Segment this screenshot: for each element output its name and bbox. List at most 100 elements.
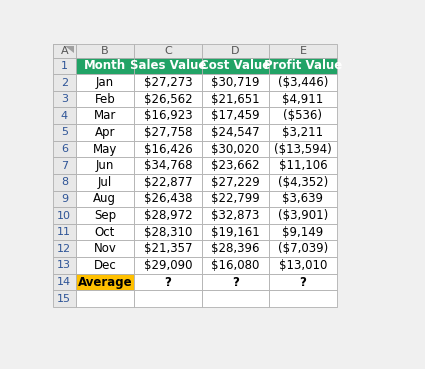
Text: $21,651: $21,651 (211, 93, 260, 106)
Text: Apr: Apr (95, 126, 115, 139)
Text: $28,396: $28,396 (211, 242, 260, 255)
Text: C: C (164, 46, 172, 56)
Text: $27,758: $27,758 (144, 126, 192, 139)
Text: Month: Month (84, 59, 126, 72)
Bar (134, 124, 202, 141)
Bar (76, 58, 134, 74)
Bar (76, 224, 134, 241)
Bar (76, 191, 134, 207)
Text: $29,090: $29,090 (144, 259, 192, 272)
Text: $27,273: $27,273 (144, 76, 192, 89)
Bar (76, 44, 134, 58)
Bar (134, 207, 202, 224)
Bar (53, 174, 76, 191)
Bar (134, 107, 202, 124)
Bar (202, 107, 269, 124)
Bar (134, 91, 202, 107)
Bar (202, 257, 269, 274)
Text: $26,562: $26,562 (144, 93, 192, 106)
Text: $23,662: $23,662 (211, 159, 260, 172)
Bar (53, 290, 76, 307)
Text: Oct: Oct (95, 226, 115, 239)
Text: $3,639: $3,639 (283, 192, 323, 206)
Text: ($536): ($536) (283, 109, 323, 122)
Text: $28,972: $28,972 (144, 209, 192, 222)
Text: Dec: Dec (94, 259, 116, 272)
Bar (76, 257, 134, 274)
Bar (76, 74, 134, 91)
Text: ($13,594): ($13,594) (274, 142, 332, 156)
Text: Jan: Jan (96, 76, 114, 89)
Bar (134, 224, 202, 241)
Bar (76, 290, 134, 307)
Bar (53, 74, 76, 91)
Bar (202, 290, 269, 307)
Bar (269, 157, 337, 174)
Text: Cost Value: Cost Value (200, 59, 271, 72)
Bar (269, 274, 337, 290)
Bar (269, 241, 337, 257)
Bar (202, 191, 269, 207)
Bar (53, 274, 76, 290)
Text: 14: 14 (57, 277, 71, 287)
Text: Feb: Feb (94, 93, 115, 106)
Text: D: D (231, 46, 240, 56)
Text: Profit Value: Profit Value (264, 59, 342, 72)
Bar (76, 107, 134, 124)
Bar (202, 224, 269, 241)
Text: ?: ? (232, 276, 239, 289)
Text: $32,873: $32,873 (211, 209, 260, 222)
Bar (53, 141, 76, 157)
Text: $21,357: $21,357 (144, 242, 192, 255)
Bar (202, 157, 269, 174)
Bar (76, 207, 134, 224)
Text: $16,426: $16,426 (144, 142, 192, 156)
Text: A: A (60, 46, 68, 56)
Text: $27,229: $27,229 (211, 176, 260, 189)
Bar (53, 224, 76, 241)
Text: $19,161: $19,161 (211, 226, 260, 239)
Bar (76, 274, 134, 290)
Text: 6: 6 (61, 144, 68, 154)
Text: $24,547: $24,547 (211, 126, 260, 139)
Text: 9: 9 (61, 194, 68, 204)
Bar (202, 58, 269, 74)
Text: 4: 4 (61, 111, 68, 121)
Bar (269, 74, 337, 91)
Bar (202, 124, 269, 141)
Text: $30,719: $30,719 (211, 76, 260, 89)
Text: 5: 5 (61, 127, 68, 137)
Text: May: May (93, 142, 117, 156)
Bar (76, 157, 134, 174)
Bar (53, 157, 76, 174)
Bar (269, 124, 337, 141)
Text: 8: 8 (61, 177, 68, 187)
Text: ($7,039): ($7,039) (278, 242, 328, 255)
Bar (134, 257, 202, 274)
Bar (53, 91, 76, 107)
Text: $16,923: $16,923 (144, 109, 192, 122)
Text: 1: 1 (61, 61, 68, 71)
Bar (269, 174, 337, 191)
Bar (134, 44, 202, 58)
Bar (269, 290, 337, 307)
Text: $13,010: $13,010 (279, 259, 327, 272)
Bar (202, 174, 269, 191)
Bar (269, 224, 337, 241)
Text: ($3,901): ($3,901) (278, 209, 328, 222)
Text: ($4,352): ($4,352) (278, 176, 328, 189)
Bar (269, 141, 337, 157)
Bar (134, 290, 202, 307)
Bar (134, 191, 202, 207)
Bar (134, 174, 202, 191)
Text: Jul: Jul (98, 176, 112, 189)
Bar (202, 74, 269, 91)
Text: 2: 2 (61, 77, 68, 87)
Bar (269, 207, 337, 224)
Text: $30,020: $30,020 (211, 142, 260, 156)
Text: ($3,446): ($3,446) (278, 76, 328, 89)
Bar (76, 174, 134, 191)
Bar (202, 207, 269, 224)
Bar (134, 74, 202, 91)
Text: Sales Value: Sales Value (130, 59, 206, 72)
